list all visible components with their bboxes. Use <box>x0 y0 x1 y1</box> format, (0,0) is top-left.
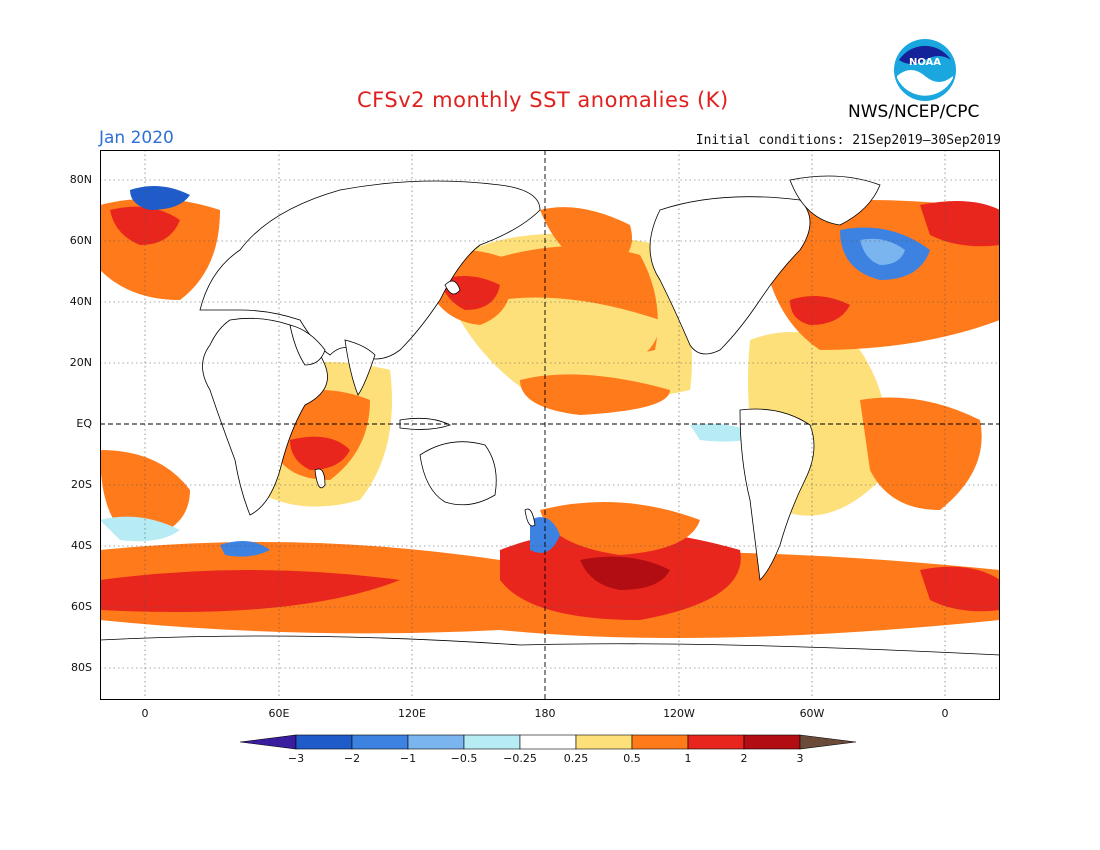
colorbar-swatch <box>407 734 465 750</box>
sst-anomaly-map <box>100 150 1000 700</box>
colorbar-label: −1 <box>399 752 417 765</box>
lat-label: EQ <box>76 417 92 430</box>
lat-label: 60S <box>71 600 92 613</box>
colorbar-label: 0.25 <box>563 752 589 765</box>
lat-label: 40S <box>71 539 92 552</box>
colorbar-swatch <box>687 734 745 750</box>
lon-label: 0 <box>941 707 949 720</box>
eurasia <box>199 180 541 360</box>
colorbar-swatch <box>463 734 521 750</box>
lon-label: 0 <box>141 707 149 720</box>
grid <box>100 150 1000 700</box>
lat-label: 40N <box>69 295 92 308</box>
india <box>344 339 376 396</box>
colorbar-label: −0.5 <box>450 752 478 765</box>
greenland <box>789 175 881 226</box>
japan <box>444 280 461 295</box>
lat-label: 80S <box>71 661 92 674</box>
colorbar-label: 3 <box>796 752 804 765</box>
australia <box>419 441 497 506</box>
lat-label: 80N <box>69 173 92 186</box>
reference-lines <box>100 150 1000 700</box>
colorbar-label: 2 <box>740 752 748 765</box>
colorbar-label: 0.5 <box>623 752 641 765</box>
colorbar-label: −2 <box>343 752 361 765</box>
land-masses <box>100 175 1000 700</box>
noaa-logo: NOAA <box>894 39 956 101</box>
lon-label: 180 <box>534 707 556 720</box>
colorbar <box>240 734 857 750</box>
initial-conditions: Initial conditions: 21Sep2019–30Sep2019 <box>695 133 1001 148</box>
colorbar-swatch <box>799 734 857 750</box>
colorbar-swatch <box>240 734 297 750</box>
lon-label: 120E <box>398 707 426 720</box>
lat-label: 20S <box>71 478 92 491</box>
colorbar-swatch <box>631 734 689 750</box>
colorbar-swatch <box>575 734 633 750</box>
colorbar-swatch <box>295 734 353 750</box>
colorbar-label: −3 <box>287 752 305 765</box>
colorbar-label: −0.25 <box>503 752 537 765</box>
colorbar-label: 1 <box>684 752 692 765</box>
south-america <box>739 408 815 581</box>
new-zealand <box>524 508 536 527</box>
lon-label: 60W <box>799 707 825 720</box>
lat-label: 20N <box>69 356 92 369</box>
arabia <box>289 324 326 366</box>
colorbar-swatch <box>519 734 577 750</box>
agency-label: NWS/NCEP/CPC <box>848 102 980 122</box>
lat-label: 60N <box>69 234 92 247</box>
forecast-month: Jan 2020 <box>99 128 174 148</box>
colorbar-swatch <box>351 734 409 750</box>
lon-label: 60E <box>268 707 290 720</box>
chart-title: CFSv2 monthly SST anomalies (K) <box>357 88 729 112</box>
anomaly-field <box>100 186 1000 662</box>
colorbar-swatch <box>743 734 801 750</box>
noaa-logo-text: NOAA <box>909 57 941 68</box>
lon-label: 120W <box>663 707 695 720</box>
